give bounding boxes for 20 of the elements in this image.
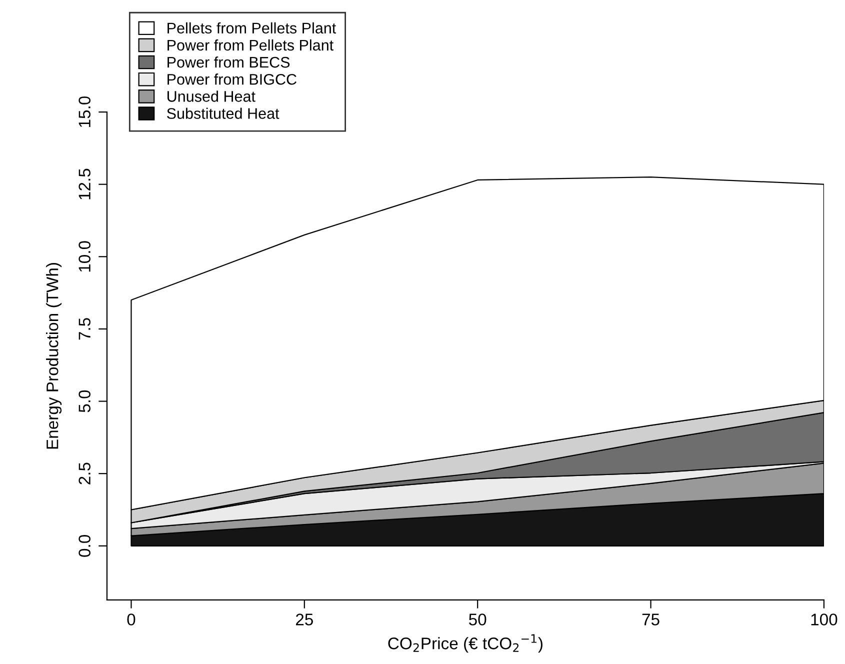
x-axis-title: CO$_{2}$Price (€ tCO$_{2}$$^{−1}$) (388, 634, 542, 653)
y-tick-label: 0.0 (78, 534, 90, 557)
x-tick-label: 50 (468, 614, 486, 626)
legend-label: Pellets from Pellets Plant (168, 22, 336, 34)
legend-label: Substituted Heat (167, 108, 280, 119)
legend-label: Power from BIGCC (168, 74, 296, 85)
y-axis-title: Energy Production (TWh) (46, 263, 62, 449)
y-tick-label: 5.0 (78, 390, 90, 412)
legend-label: Power from BECS (168, 56, 290, 68)
legend-label: Power from Pellets Plant (168, 39, 334, 51)
x-tick-label: 25 (296, 614, 313, 626)
y-tick-label: 15.0 (78, 96, 90, 127)
y-tick-label: 10.0 (78, 241, 90, 272)
x-tick-label: 0 (127, 614, 136, 626)
y-tick-label: 12.5 (78, 168, 90, 200)
y-tick-label: 7.5 (78, 318, 90, 340)
y-tick-label: 2.5 (78, 462, 90, 484)
x-tick-label: 75 (642, 614, 660, 626)
legend-label: Unused Heat (168, 90, 256, 102)
x-tick-label: 100 (811, 614, 838, 626)
